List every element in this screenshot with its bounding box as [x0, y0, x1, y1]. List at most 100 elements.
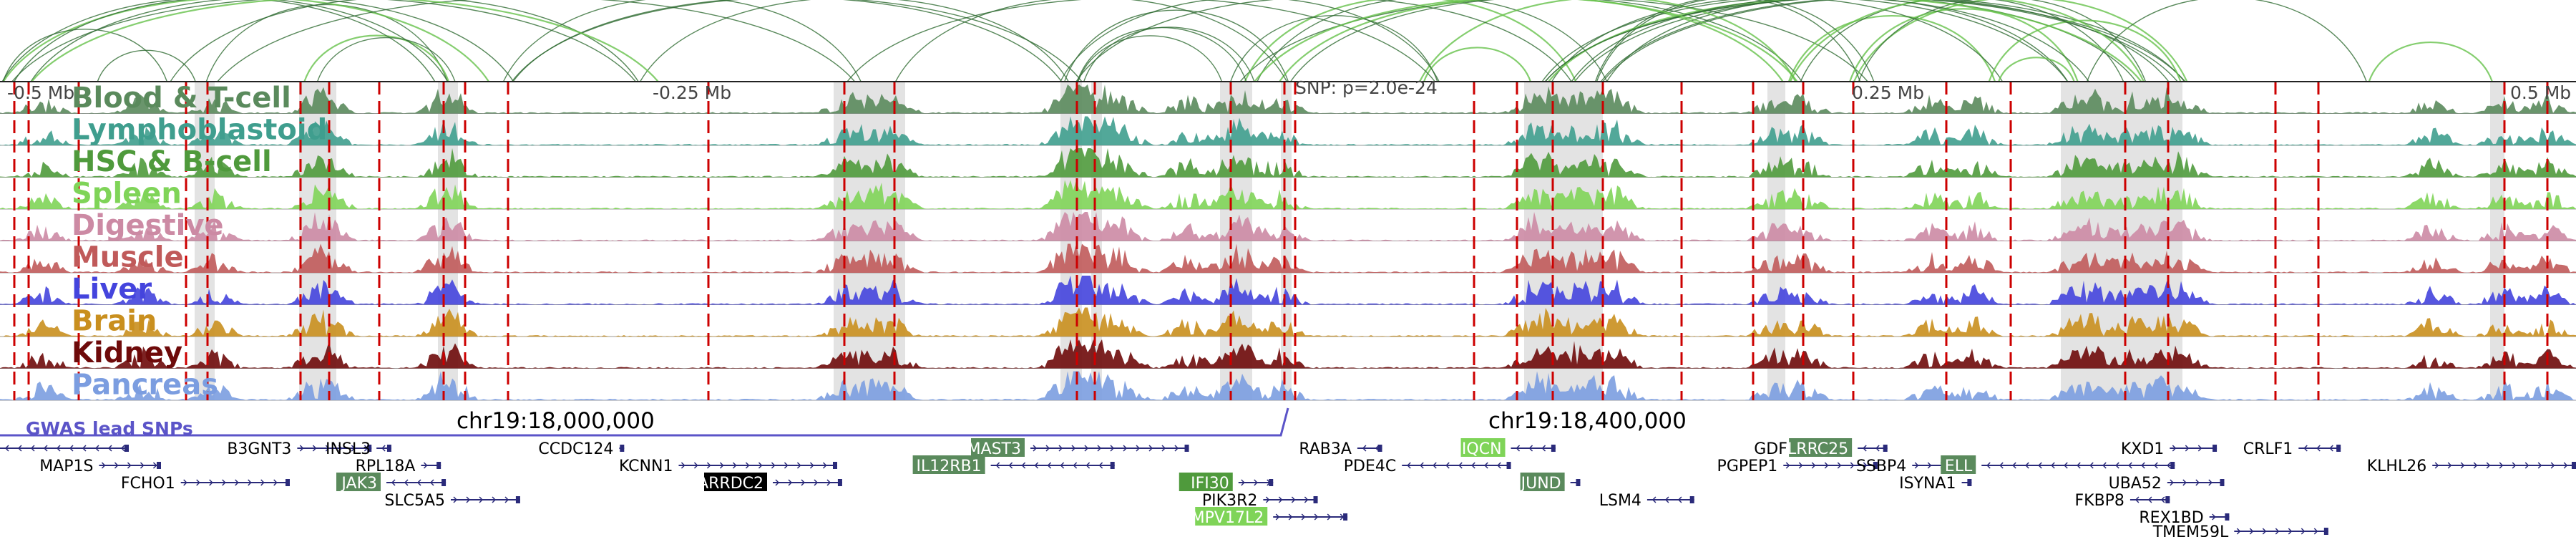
chromatin-arc: [303, 34, 450, 82]
chromatin-arc: [170, 0, 639, 82]
exon: [2170, 462, 2175, 469]
gene-label: RAB3A: [1299, 440, 1352, 458]
strand-arrow: [2167, 462, 2171, 469]
chromatin-arc: [2368, 42, 2493, 82]
gene-label: CCDC124: [538, 440, 613, 458]
chromatin-arc: [316, 37, 456, 82]
strand-arrow: [17, 445, 22, 452]
ruler-tick-label: 0.5 Mb: [2510, 82, 2571, 103]
strand-arrow: [183, 479, 187, 486]
strand-arrow: [2447, 462, 2452, 469]
gene: KXD1: [2121, 440, 2218, 458]
chromatin-arc: [502, 0, 862, 82]
strand-arrow: [2550, 462, 2555, 469]
snp-label: SNP: p=2.0e-24: [1295, 77, 1438, 98]
chromatin-arc: [1419, 0, 1797, 82]
track-label: HSC & B-cell: [72, 145, 272, 178]
gene: IL12RB1: [912, 455, 1115, 475]
exon: [1377, 445, 1382, 452]
gene-label: IQCN: [1462, 440, 1502, 458]
strand-arrow: [1123, 445, 1128, 452]
strand-arrow: [995, 462, 1000, 469]
strand-arrow: [822, 462, 827, 469]
track-label: Lymphoblastoid: [72, 114, 327, 147]
signal-area: [0, 116, 2576, 145]
chromatin-arc: [1077, 35, 1223, 82]
strand-arrow: [1008, 462, 1013, 469]
strand-arrow: [1652, 496, 1657, 503]
gene-label: KXD1: [2121, 440, 2164, 458]
strand-arrow: [1497, 462, 1501, 469]
strand-arrow: [1045, 445, 1050, 452]
strand-arrow: [1148, 445, 1153, 452]
exon: [620, 445, 625, 452]
gwas-line: [0, 407, 1289, 437]
strand-arrow: [2329, 445, 2333, 452]
strand-arrow: [325, 445, 330, 452]
chromosome-labels: chr19:18,000,000 chr19:18,400,000: [457, 408, 1687, 434]
gene: SSBP4: [1856, 458, 1957, 475]
strand-arrow: [2025, 462, 2029, 469]
signal-area: [0, 339, 2576, 369]
strand-arrow: [2499, 462, 2504, 469]
strand-arrow: [492, 496, 497, 503]
strand-arrow: [140, 462, 145, 469]
strand-arrow: [404, 479, 409, 486]
chromatin-arc: [894, 0, 1288, 82]
strand-arrow: [56, 445, 61, 452]
lead-snp-lines: [13, 82, 2549, 400]
chromatin-arc: [1596, 0, 1875, 82]
gene-label: INSL3: [326, 440, 371, 458]
strand-arrow: [1291, 496, 1296, 503]
strand-arrow: [1528, 445, 1533, 452]
gene: FCHO1: [121, 475, 290, 493]
strand-arrow: [2102, 462, 2107, 469]
exon: [1883, 445, 1888, 452]
exon: [286, 479, 290, 486]
exon: [125, 445, 129, 452]
exon: [1110, 462, 1115, 469]
strand-arrow: [1033, 445, 1038, 452]
chromatin-arc: [1279, 0, 1784, 82]
strand-arrow: [2486, 462, 2491, 469]
track-label: Pancreas: [72, 369, 218, 402]
strand-arrow: [1811, 462, 1816, 469]
gene-highlight-box: [336, 473, 381, 491]
exon: [1269, 479, 1274, 486]
gene-label: SSBP4: [1856, 458, 1906, 475]
strand-arrow: [796, 462, 801, 469]
gene: MAP1S: [39, 458, 161, 475]
exon: [157, 462, 161, 469]
gene-highlight-box: [1179, 473, 1233, 491]
gene-label: FCHO1: [121, 475, 175, 493]
strand-arrow: [82, 445, 87, 452]
strand-arrow: [235, 479, 239, 486]
strand-arrow: [1863, 445, 1867, 452]
chromatin-arc: [1544, 0, 2178, 82]
chromatin-arc: [2, 29, 168, 82]
strand-arrow: [2212, 513, 2216, 521]
chromatin-arc: [1574, 0, 2137, 82]
strand-arrow: [1314, 513, 1319, 521]
exon: [386, 445, 391, 452]
chromatin-arc: [1541, 0, 2069, 82]
gene-highlight-box: [704, 473, 767, 491]
gene: PDE4C: [1344, 458, 1511, 475]
gene-highlight-box: [1941, 455, 1976, 474]
gene: ELL: [1941, 455, 2175, 475]
gene-label: KCNN1: [619, 458, 673, 475]
strand-arrow: [2249, 528, 2254, 535]
chrom-label-left: chr19:18,000,000: [457, 408, 655, 434]
chromatin-arc: [1789, 0, 2145, 82]
gene-highlight-box: [971, 438, 1025, 457]
strand-arrow: [94, 445, 99, 452]
strand-arrow: [2262, 528, 2267, 535]
chromatin-arc: [1289, 0, 1802, 82]
gene-label: MAP1S: [39, 458, 93, 475]
strand-arrow: [2195, 479, 2200, 486]
gene: MPV17L2: [1191, 507, 1348, 527]
track-label: Brain: [72, 305, 157, 338]
gene: PGPEP1: [1717, 458, 1878, 475]
signal-area: [0, 148, 2576, 178]
gene: ISYNA1: [1899, 475, 1972, 493]
